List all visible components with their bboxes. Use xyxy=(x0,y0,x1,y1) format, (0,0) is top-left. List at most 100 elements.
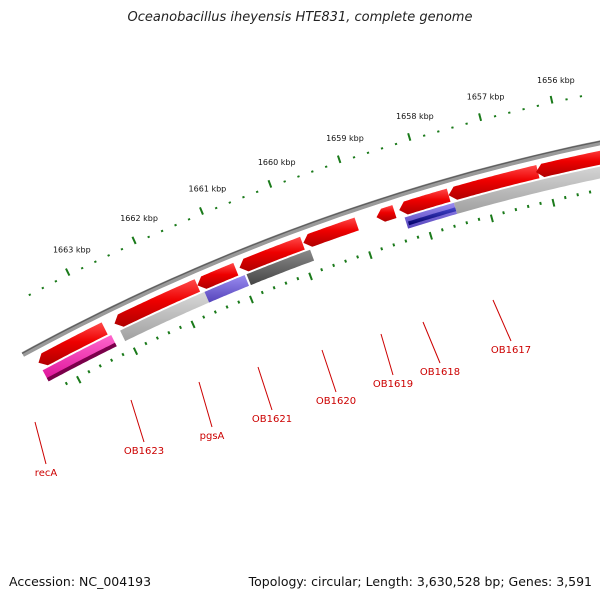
callout-line xyxy=(380,333,394,376)
ruler-tick xyxy=(478,113,483,122)
ruler-tick xyxy=(93,260,97,264)
callout-line xyxy=(130,399,145,443)
gene-label-OB1618: OB1618 xyxy=(420,367,460,378)
inner-tick xyxy=(368,251,373,260)
ruler-label: 1659 kbp xyxy=(326,134,364,143)
ruler-label: 1660 kbp xyxy=(258,158,296,167)
inner-tick xyxy=(98,364,102,368)
inner-tick xyxy=(110,358,114,362)
ruler-tick xyxy=(549,95,554,104)
ruler-ticks xyxy=(28,95,583,297)
gene-label-OB1620: OB1620 xyxy=(316,396,356,407)
inner-tick xyxy=(284,281,288,285)
ruler-tick xyxy=(65,268,71,277)
ruler-tick xyxy=(407,132,412,141)
inner-tick xyxy=(296,276,300,281)
gene-arrow xyxy=(399,188,451,215)
inner-tick xyxy=(453,224,456,228)
ruler-tick xyxy=(451,126,454,129)
inner-tick xyxy=(356,255,360,259)
gene-label-OB1617: OB1617 xyxy=(491,345,531,356)
gene-strip-shadow xyxy=(46,342,117,382)
ruler-tick xyxy=(54,279,58,283)
gene-label-OB1623: OB1623 xyxy=(124,446,164,457)
map-title: Oceanobacillus iheyensis HTE831, complet… xyxy=(127,10,473,25)
gene-arrow xyxy=(303,217,359,247)
inner-tick xyxy=(392,243,396,247)
ruler-tick xyxy=(80,266,84,270)
ruler-tick xyxy=(28,293,32,297)
gene-label-OB1621: OB1621 xyxy=(252,414,292,425)
gene-features xyxy=(38,150,600,382)
ruler-tick xyxy=(324,165,328,169)
ruler-tick xyxy=(174,223,177,227)
ruler-tick xyxy=(465,122,468,125)
callout-line xyxy=(321,349,337,393)
ruler-tick xyxy=(228,201,232,204)
inner-tick xyxy=(588,190,592,194)
inner-tick xyxy=(404,239,408,243)
inner-tick xyxy=(155,336,159,340)
gene-strip xyxy=(453,166,600,214)
inner-tick xyxy=(514,207,518,212)
ruler-tick xyxy=(267,179,273,188)
backbone-line xyxy=(21,140,600,357)
gene-label-pgsA: pgsA xyxy=(200,431,225,442)
inner-tick xyxy=(144,341,148,346)
ruler-tick xyxy=(214,206,218,210)
inner-tick xyxy=(489,214,494,223)
ruler-tick xyxy=(199,207,204,215)
inner-tick xyxy=(416,235,420,239)
inner-tick xyxy=(225,305,229,309)
ruler-tick xyxy=(283,180,287,183)
ruler-labels: 1656 kbp 1657 kbp 1658 kbp 1659 kbp 1660 kbp… xyxy=(53,76,575,255)
ruler-label: 1658 kbp xyxy=(396,112,434,121)
ruler-tick xyxy=(336,155,342,164)
inner-tick xyxy=(76,375,82,384)
ruler-tick xyxy=(352,156,356,159)
inner-tick xyxy=(190,320,196,329)
inner-tick xyxy=(132,347,139,356)
ruler-label: 1661 kbp xyxy=(189,185,227,194)
accession-text: Accession: NC_004193 xyxy=(9,574,152,589)
gene-arrow xyxy=(376,205,397,222)
ruler-tick xyxy=(394,142,398,146)
callout-line xyxy=(198,381,213,428)
gene-arrow xyxy=(448,165,540,200)
inner-tick xyxy=(213,310,217,314)
ruler-tick xyxy=(255,190,259,194)
inner-tick xyxy=(308,272,313,281)
inner-tick xyxy=(237,300,241,304)
backbone-edge xyxy=(21,140,600,354)
ruler-tick xyxy=(131,236,137,245)
gene-strip xyxy=(246,249,315,286)
ruler-tick xyxy=(41,286,45,290)
inner-tick xyxy=(477,217,481,222)
inner-tick xyxy=(260,290,264,295)
inner-ruler-ticks xyxy=(64,190,592,386)
inner-tick xyxy=(87,369,91,374)
inner-tick xyxy=(502,211,505,215)
gene-label-recA: recA xyxy=(35,468,58,479)
inner-tick xyxy=(178,325,182,330)
inner-tick xyxy=(121,352,125,357)
inner-tick xyxy=(551,198,556,207)
ruler-tick xyxy=(422,134,426,137)
ruler-tick xyxy=(242,195,245,199)
ruler-tick xyxy=(310,170,314,173)
callout-line xyxy=(34,421,47,465)
ruler-label: 1657 kbp xyxy=(467,93,505,102)
gene-arrow xyxy=(239,236,305,272)
gene-arrow xyxy=(38,322,108,366)
inner-tick xyxy=(320,268,324,272)
gene-strip xyxy=(408,207,457,226)
ruler-tick xyxy=(187,218,191,221)
inner-tick xyxy=(272,286,276,290)
ruler-label: 1662 kbp xyxy=(120,214,158,223)
inner-tick xyxy=(563,195,567,200)
ruler-tick xyxy=(107,254,111,257)
inner-tick xyxy=(64,381,68,386)
ruler-tick xyxy=(147,235,151,239)
callout-line xyxy=(422,321,441,364)
